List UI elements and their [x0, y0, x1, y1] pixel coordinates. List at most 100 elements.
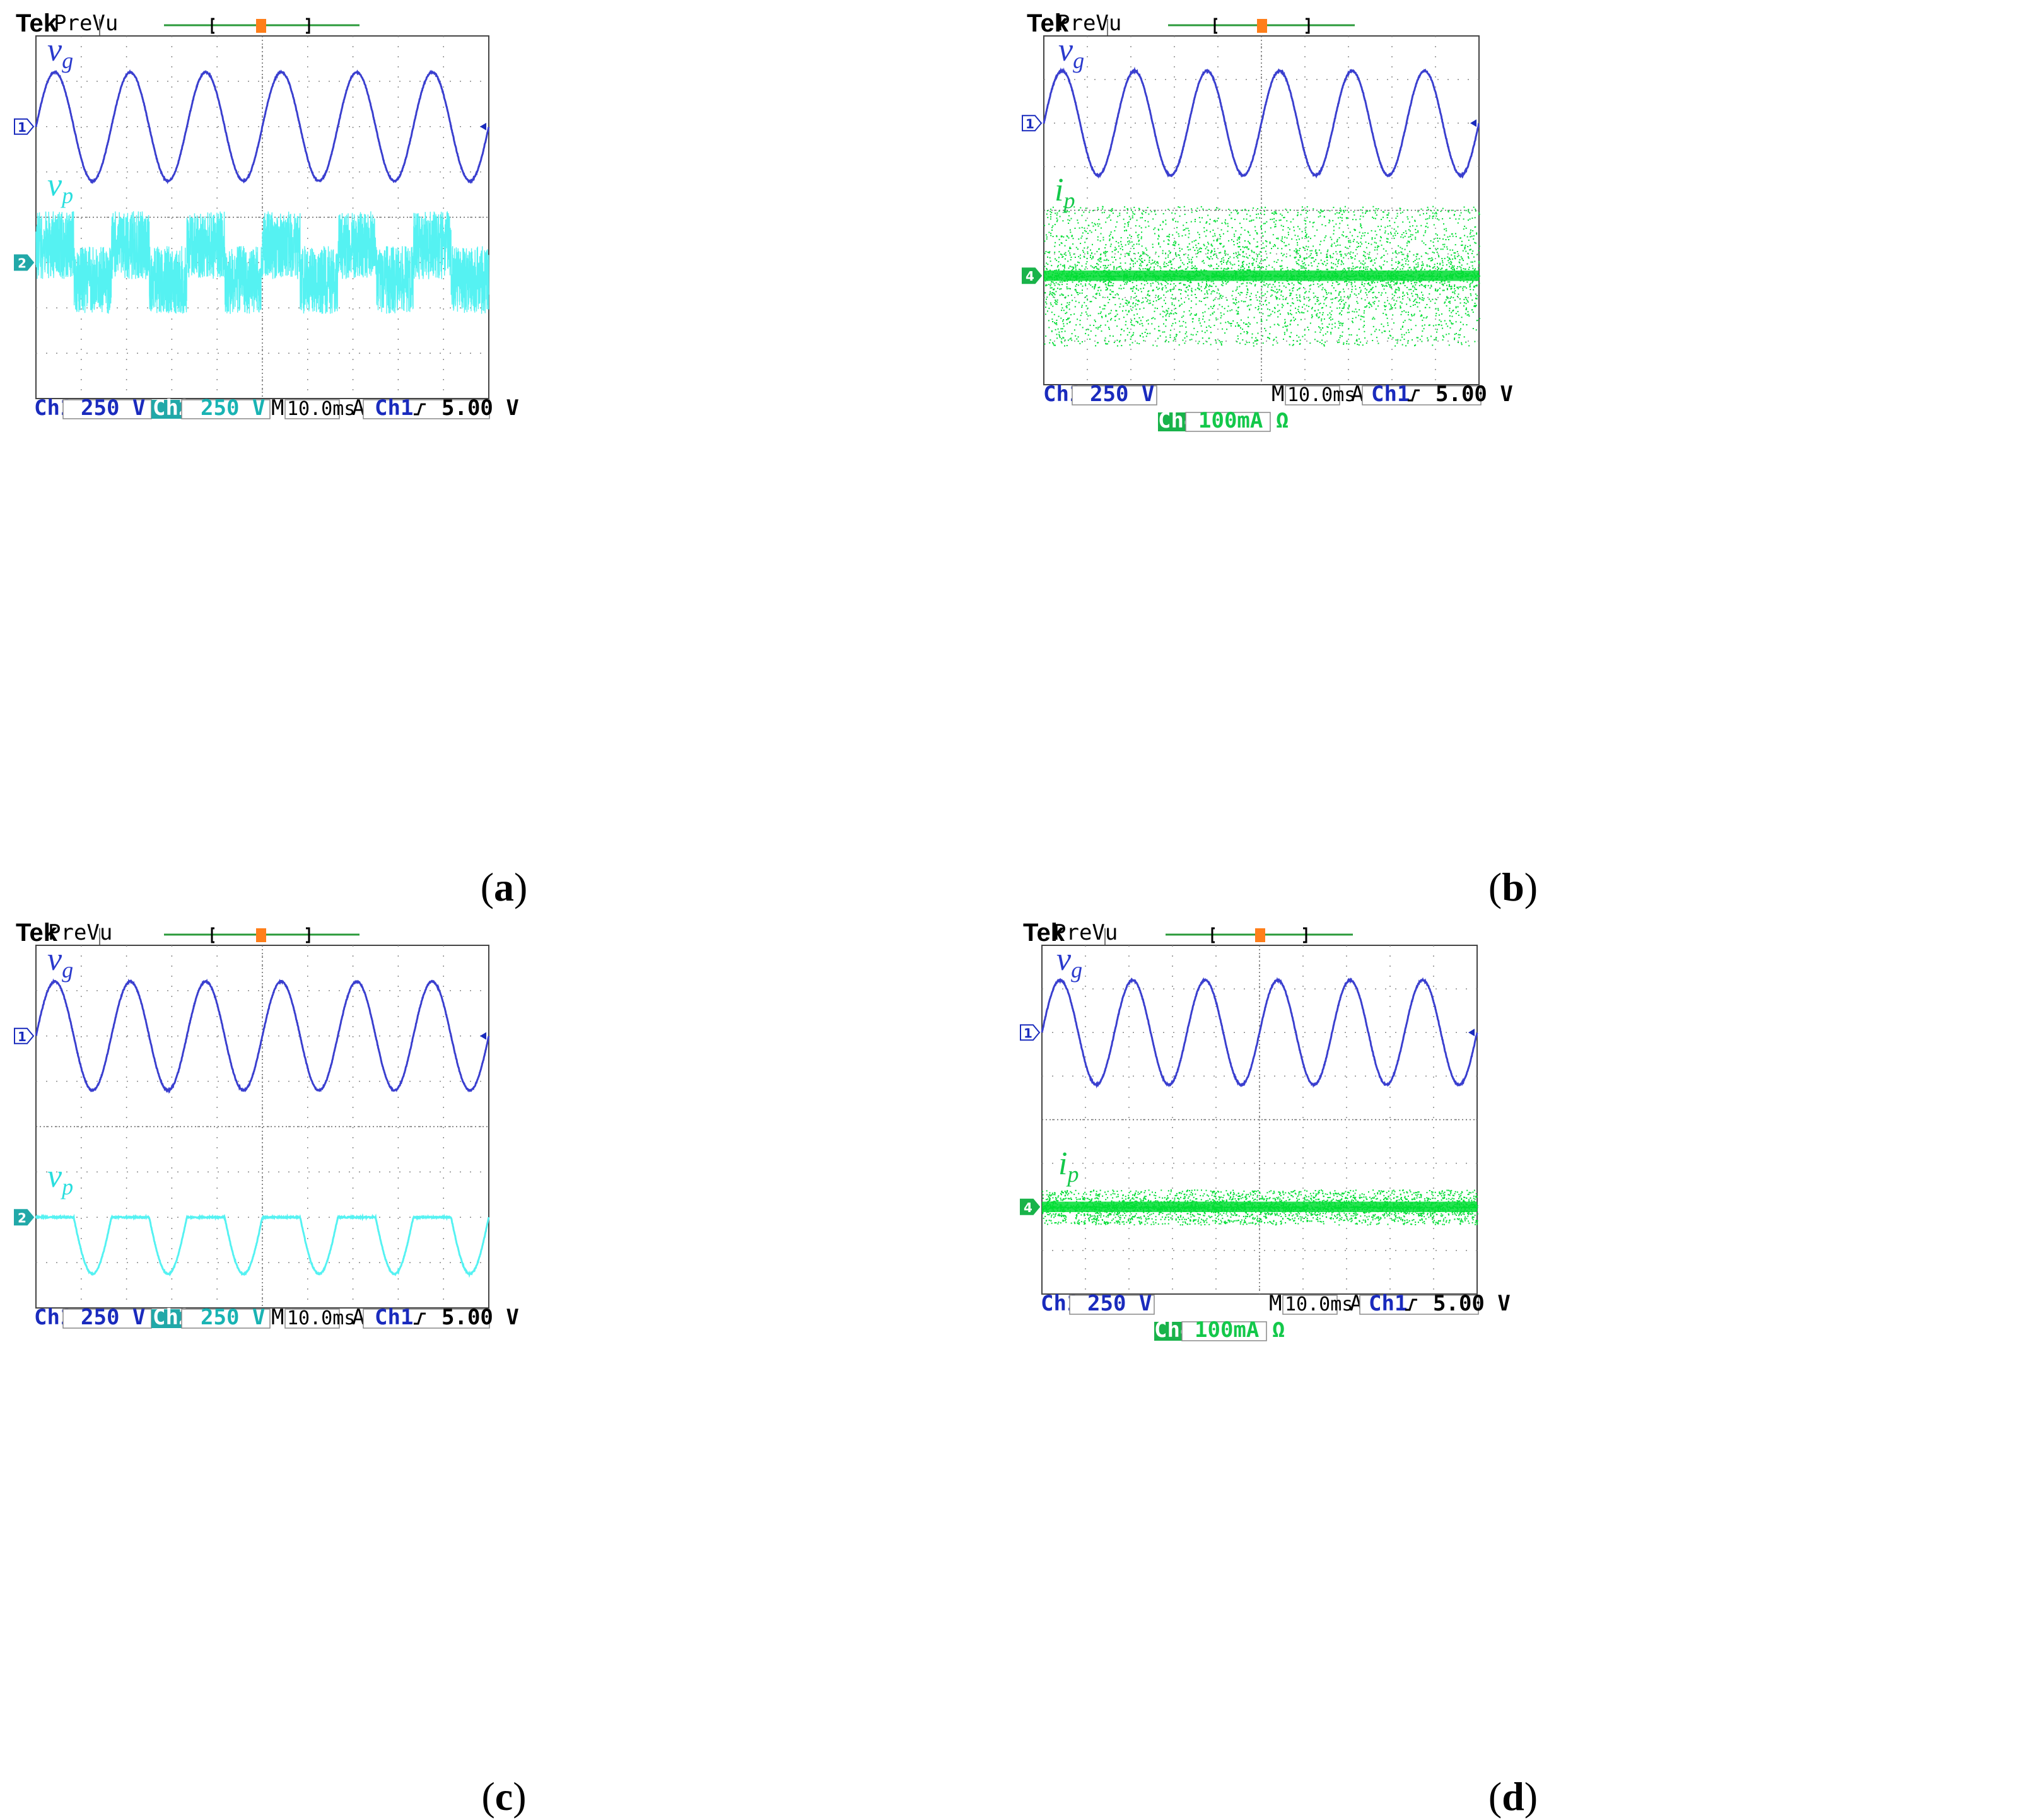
trace-ip-point: [1362, 284, 1363, 285]
trace-ip-point: [1100, 267, 1101, 268]
trace-ip-point: [1101, 330, 1102, 332]
trace-ip-point: [1155, 308, 1156, 309]
trace-ip-point: [1244, 230, 1246, 231]
trace-ip-point: [1353, 211, 1355, 213]
trace-ip-point: [1461, 317, 1463, 318]
trace-ip-point: [1415, 260, 1416, 261]
trace-ip-point: [1348, 305, 1350, 306]
trace-ip-point: [1335, 264, 1336, 265]
trace-ip-point: [1126, 208, 1128, 209]
trace-ip-point: [1133, 286, 1135, 288]
trace-ip-point: [1416, 259, 1417, 260]
trace-ip-point: [1348, 240, 1349, 242]
trace-ip-point: [1138, 343, 1140, 344]
trace-ip-point: [1272, 311, 1273, 312]
trace-ip-point: [1289, 289, 1290, 291]
trace-ip-point: [1366, 305, 1367, 306]
trace-ip-point: [1158, 326, 1159, 327]
trace-ip-point: [1207, 247, 1208, 248]
trace-ip-point: [1239, 295, 1241, 296]
trace-ip-point: [1055, 242, 1056, 243]
trace-ip-point: [1348, 328, 1349, 329]
trace-ip-point: [1442, 248, 1444, 250]
trace-ip-point: [1075, 264, 1076, 265]
trace-ip-point: [1102, 237, 1104, 238]
trace-ip-point: [1437, 248, 1439, 249]
trace-ip-point: [1371, 306, 1372, 307]
trace-ip-point: [1056, 334, 1058, 335]
trace-ip-point: [1275, 213, 1276, 214]
trace-ip-point: [1237, 255, 1239, 256]
trace-ip-point: [1350, 295, 1351, 296]
trace-ip-point: [1396, 283, 1397, 284]
trace-ip-point: [1303, 312, 1304, 313]
trace-ip-point: [1307, 327, 1308, 328]
trace-ip-point: [1277, 305, 1278, 306]
trace-ip-point: [1179, 305, 1181, 306]
trace-ip-point: [1447, 257, 1448, 258]
trace-ip-point: [1225, 283, 1227, 284]
trace-ip-point: [1162, 250, 1164, 252]
trace-ip-point: [1107, 288, 1108, 289]
trace-ip-point: [1208, 320, 1210, 321]
trace-ip-point: [1425, 226, 1427, 227]
trace-ip-point: [1331, 328, 1333, 329]
trace-ip-point: [1061, 338, 1062, 339]
trace-ip-point: [1094, 223, 1096, 225]
trace-ip-point: [1457, 266, 1458, 267]
trace-ip-point: [1135, 293, 1136, 294]
trace-ip-point: [1120, 334, 1121, 335]
trace-ip-point: [1115, 259, 1116, 260]
trace-ip-point: [1446, 334, 1447, 335]
trace-ip-point: [1260, 303, 1261, 305]
trace-ip-point: [1174, 337, 1175, 338]
trace-ip-point: [1306, 237, 1307, 238]
trace-ip-point: [1102, 208, 1103, 209]
trace-ip-point: [1046, 299, 1047, 300]
trace-ip-point: [1099, 223, 1101, 225]
trace-ip-point: [1130, 219, 1131, 220]
trace-ip-point: [1342, 262, 1343, 263]
trace-ip-point: [1389, 242, 1391, 243]
trace-ip-point: [1116, 325, 1118, 327]
trace-ip-point: [1437, 252, 1438, 253]
trace-ip-point: [1138, 301, 1140, 302]
trace-ip-point: [1360, 315, 1362, 317]
trace-ip-point: [1088, 329, 1089, 330]
trace-ip-point: [1111, 291, 1113, 293]
trace-ip-point: [1212, 286, 1213, 287]
trace-ip-point: [1283, 299, 1284, 300]
trace-ip-point: [1207, 341, 1208, 342]
trace-ip-point: [1146, 254, 1147, 255]
trace-ip-point: [1282, 230, 1283, 231]
trace-ip-point: [1318, 300, 1319, 301]
trace-ip-point: [1210, 265, 1212, 266]
trace-ip-point: [1332, 257, 1333, 258]
trace-ip-point: [1125, 310, 1126, 311]
trace-ip-point: [1458, 288, 1459, 289]
trace-ip-point: [1439, 294, 1441, 295]
trace-ip-point: [1170, 337, 1171, 338]
trace-ip-point: [1359, 344, 1360, 346]
trace-ip-point: [1350, 252, 1352, 253]
trace-ip-point: [1446, 285, 1447, 286]
trace-ip-point: [1140, 269, 1141, 270]
trace-ip-point: [1100, 240, 1101, 242]
trace-ip-point: [1116, 241, 1117, 242]
trace-ip-point: [1433, 242, 1434, 243]
trace-ip-point: [1253, 281, 1254, 282]
trace-ip-point: [1446, 269, 1447, 270]
trace-ip-point: [1437, 266, 1438, 267]
trace-ip-point: [1260, 260, 1261, 262]
trace-ip-point: [1237, 257, 1238, 259]
trace-ip-point: [1466, 303, 1467, 304]
trace-ip-point: [1383, 313, 1384, 314]
trace-ip-point: [1364, 331, 1365, 332]
trace-ip-point: [1301, 214, 1302, 215]
trace-ip-point: [1272, 295, 1273, 296]
trace-ip-point: [1051, 227, 1053, 228]
trace-ip-point: [1258, 265, 1259, 266]
trace-ip-point: [1142, 323, 1143, 324]
trace-ip-point: [1133, 332, 1134, 334]
trace-ip-point: [1371, 259, 1372, 260]
